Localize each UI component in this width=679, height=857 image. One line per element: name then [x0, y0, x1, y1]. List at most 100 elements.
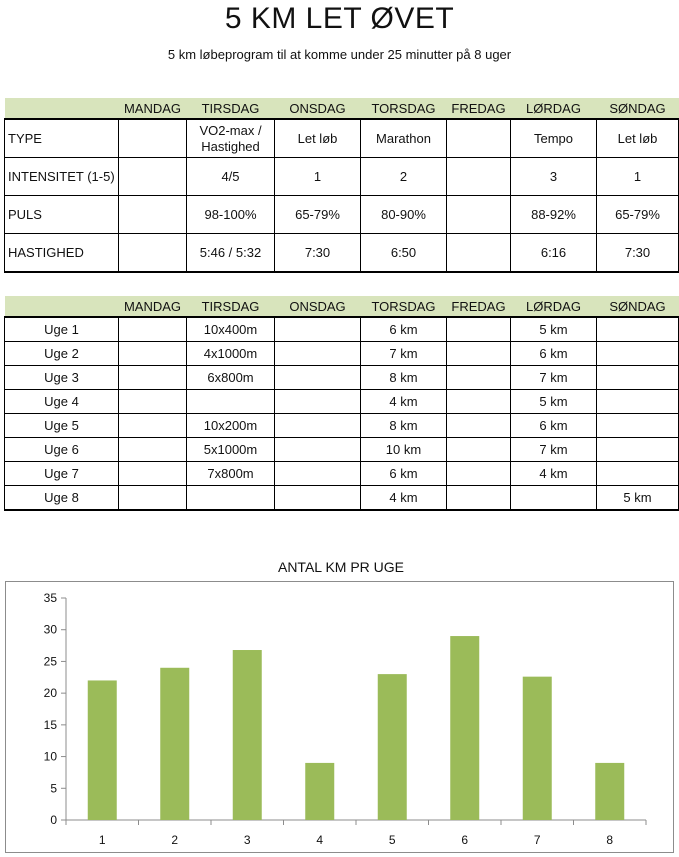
y-tick-label: 30 — [44, 623, 58, 637]
workout-row-cell: 65-79% — [596, 195, 679, 234]
week-row-cell — [596, 461, 679, 486]
week-row-cell — [596, 437, 679, 462]
week-row-label: Uge 1 — [4, 317, 119, 342]
schedule-header-day: TORSDAG — [360, 296, 447, 318]
x-tick-label: 4 — [316, 833, 323, 847]
x-tick-label: 1 — [99, 833, 106, 847]
bar-week — [305, 762, 335, 820]
week-row-cell: 8 km — [360, 413, 447, 438]
y-tick-label: 25 — [44, 654, 58, 668]
y-tick-label: 0 — [50, 813, 57, 827]
workout-row-cell: 3 — [510, 157, 597, 196]
workout-row-cell: 80-90% — [360, 195, 447, 234]
week-row-cell: 7x800m — [186, 461, 275, 486]
week-row: Uge 3 6x800m 8 km 7 km — [4, 365, 679, 390]
schedule-header-blank — [4, 296, 119, 318]
week-row-cell: 10x200m — [186, 413, 275, 438]
week-row-cell: 4 km — [510, 461, 597, 486]
week-row-cell — [274, 485, 361, 511]
bar-week — [595, 762, 625, 820]
week-row-cell — [118, 413, 187, 438]
week-row-cell — [118, 365, 187, 390]
workout-row: INTENSITET (1-5) 4/5 1 2 3 1 — [4, 157, 679, 196]
bar-week — [87, 680, 117, 820]
workout-row-cell: 98-100% — [186, 195, 275, 234]
page-subtitle: 5 km løbeprogram til at komme under 25 m… — [167, 47, 512, 62]
week-row-cell: 6 km — [510, 413, 597, 438]
week-row-cell — [596, 413, 679, 438]
week-row-cell: 7 km — [510, 365, 597, 390]
workout-row-cell — [446, 233, 511, 273]
y-tick-label: 10 — [44, 750, 58, 764]
week-row: Uge 2 4x1000m 7 km 6 km — [4, 341, 679, 366]
week-row-cell: 7 km — [360, 341, 447, 366]
workout-row-cell: 88-92% — [510, 195, 597, 234]
workout-row-cell — [446, 119, 511, 158]
x-tick-label: 5 — [389, 833, 396, 847]
week-row-cell — [446, 341, 511, 366]
y-tick-label: 35 — [44, 591, 58, 605]
week-row-cell: 6 km — [510, 341, 597, 366]
weekly-schedule-table: MANDAG TIRSDAG ONSDAG TORSDAG FREDAG LØRDAG SØ… — [4, 296, 679, 511]
week-row-cell: 5 km — [596, 485, 679, 511]
schedule-header-day: TIRSDAG — [186, 296, 275, 318]
workout-header-day: TORSDAG — [360, 98, 447, 120]
x-tick-label: 3 — [244, 833, 251, 847]
week-row-label: Uge 8 — [4, 485, 119, 511]
week-row-cell — [186, 485, 275, 511]
week-row-cell — [274, 365, 361, 390]
workout-row: PULS 98-100% 65-79% 80-90% 88-92% 65-79% — [4, 195, 679, 234]
week-row-cell: 4 km — [360, 389, 447, 414]
schedule-header-day: ONSDAG — [274, 296, 361, 318]
workout-row-label: PULS — [4, 195, 119, 234]
bar-week — [377, 674, 407, 820]
week-row-label: Uge 4 — [4, 389, 119, 414]
week-row: Uge 1 10x400m 6 km 5 km — [4, 317, 679, 342]
workout-row-cell — [118, 119, 187, 158]
chart-title: ANTAL KM PR UGE — [277, 559, 405, 575]
workout-row-cell: 5:46 / 5:32 — [186, 233, 275, 273]
schedule-header-day: LØRDAG — [510, 296, 597, 318]
workout-header-row: MANDAG TIRSDAG ONSDAG TORSDAG FREDAG LØRDAG SØ… — [4, 98, 679, 120]
bar-week — [450, 636, 480, 820]
week-row-cell — [274, 317, 361, 342]
km-per-week-chart: 0 5 10 15 20 25 30 35 1 2 3 4 5 6 7 8 — [44, 591, 647, 847]
week-row-cell — [510, 485, 597, 511]
week-row-cell: 4 km — [360, 485, 447, 511]
week-row: Uge 6 5x1000m 10 km 7 km — [4, 437, 679, 462]
week-row-cell — [596, 317, 679, 342]
chart-frame: 0 5 10 15 20 25 30 35 1 2 3 4 5 6 7 8 — [5, 581, 674, 853]
workout-row-label: INTENSITET (1-5) — [4, 157, 119, 196]
week-row: Uge 8 4 km 5 km — [4, 485, 679, 511]
schedule-header-day: SØNDAG — [596, 296, 679, 318]
week-row-cell — [446, 437, 511, 462]
workout-row-cell — [118, 157, 187, 196]
workout-row-cell — [118, 195, 187, 234]
bar-week — [232, 650, 262, 820]
y-tick-label: 20 — [44, 686, 58, 700]
workout-header-day: MANDAG — [118, 98, 187, 120]
week-row-cell — [118, 317, 187, 342]
week-row-cell — [596, 365, 679, 390]
page-title: 5 KM LET ØVET — [224, 2, 455, 35]
week-row-cell — [118, 341, 187, 366]
week-row-cell: 6 km — [360, 461, 447, 486]
week-row: Uge 5 10x200m 8 km 6 km — [4, 413, 679, 438]
week-row-cell — [446, 485, 511, 511]
week-row-cell: 6 km — [360, 317, 447, 342]
workout-header-blank — [4, 98, 119, 120]
week-row-cell — [274, 437, 361, 462]
week-row-cell — [274, 341, 361, 366]
workout-types-table: MANDAG TIRSDAG ONSDAG TORSDAG FREDAG LØRDAG SØ… — [4, 98, 679, 273]
week-row-cell: 5x1000m — [186, 437, 275, 462]
schedule-header-day: FREDAG — [446, 296, 511, 318]
schedule-header-row: MANDAG TIRSDAG ONSDAG TORSDAG FREDAG LØRDAG SØ… — [4, 296, 679, 318]
week-row-cell — [446, 365, 511, 390]
week-row-label: Uge 3 — [4, 365, 119, 390]
workout-row-cell — [446, 195, 511, 234]
workout-row: TYPE VO2-max / Hastighed Let løb Marathon Te… — [4, 119, 679, 158]
week-row-cell — [118, 437, 187, 462]
workout-row-cell: 7:30 — [274, 233, 361, 273]
workout-header-day: LØRDAG — [510, 98, 597, 120]
workout-row-cell: 7:30 — [596, 233, 679, 273]
